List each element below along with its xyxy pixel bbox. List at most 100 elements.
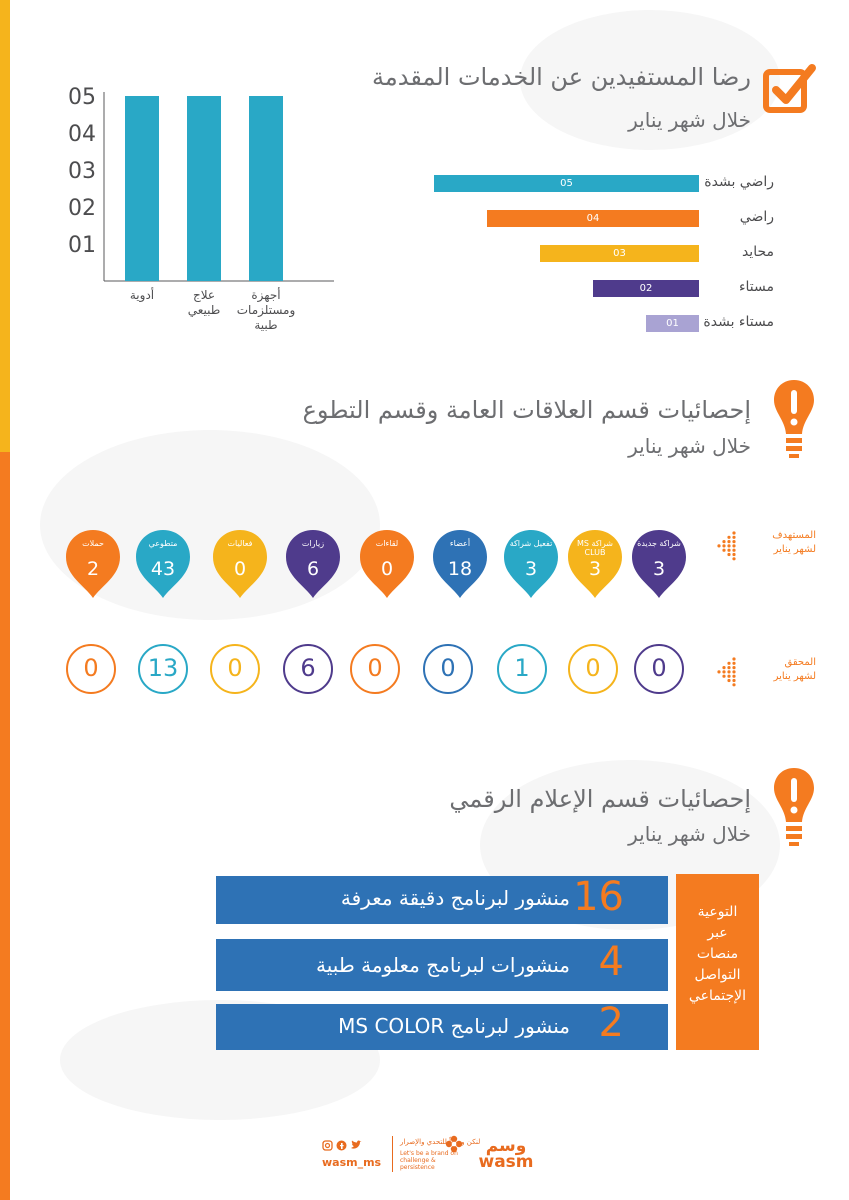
pin-label: شراكة MS CLUB [577, 539, 613, 557]
bar [125, 96, 159, 281]
target-pin: متطوعي 43 [134, 528, 192, 600]
pin-value: 18 [447, 558, 473, 580]
achieved-label-line2: لشهر يناير [773, 671, 816, 682]
facebook-icon[interactable] [336, 1140, 347, 1151]
exclamation-bulb-icon [774, 768, 814, 846]
bar [249, 96, 283, 281]
digital-item-3: 2 منشور لبرنامج MS COLOR [216, 1000, 668, 1050]
achieved-ring: 0 [568, 644, 618, 694]
pin-label: أعضاء [449, 539, 471, 548]
achieved-ring: 0 [210, 644, 260, 694]
arrow-dots-icon [717, 657, 736, 687]
category-label: مستاء [738, 279, 774, 295]
section2-subtitle: خلال شهر يناير [628, 434, 751, 458]
target-pin: زيارات 6 [284, 528, 342, 600]
y-tick-label: 02 [68, 196, 96, 221]
side-label-line: منصات [696, 946, 739, 962]
pin-value: 0 [380, 558, 394, 580]
social-icons [322, 1140, 362, 1151]
target-pin: تفعيل شراكة 3 [502, 528, 560, 600]
target-pin: حملات 2 [64, 528, 122, 600]
checkbox-check-icon [763, 64, 816, 113]
side-label-line: التواصل [694, 967, 741, 983]
side-label-line: الإجتماعي [688, 988, 747, 1004]
bar [187, 96, 221, 281]
achieved-ring: 0 [634, 644, 684, 694]
pin-value: 3 [652, 558, 666, 580]
pin-label: تفعيل شراكة [509, 539, 553, 548]
bar: 01 [646, 315, 699, 332]
digital-item-2: 4 منشورات لبرنامج معلومة طبية [216, 939, 668, 991]
target-pin: شراكة MS CLUB 3 [566, 528, 624, 600]
bar: 03 [540, 245, 699, 262]
pin-label: لقاءات [375, 539, 399, 548]
achieved-ring: 0 [423, 644, 473, 694]
achieved-row-label: المحقق لشهر يناير [774, 657, 816, 682]
achieved-ring: 0 [350, 644, 400, 694]
digital-item-number: 2 [598, 1000, 624, 1046]
pin-label: شراكة جديدة [637, 539, 681, 548]
target-pin: أعضاء 18 [431, 528, 489, 600]
y-tick-label: 03 [68, 159, 96, 184]
footer-tagline-ar: لنكن وسماً للتحدي والإصرار [400, 1138, 481, 1146]
footer-flower-icon [445, 1135, 463, 1153]
targets-label-line2: لشهر يناير [773, 544, 816, 555]
category-label: راضي بشدة [704, 174, 774, 190]
digital-item-text: منشورات لبرنامج معلومة طبية [316, 953, 570, 977]
achieved-ring: 1 [497, 644, 547, 694]
digital-item-number: 16 [573, 874, 624, 920]
achieved-ring: 0 [66, 644, 116, 694]
pin-value: 2 [86, 558, 100, 580]
footer-handle: wasm_ms [322, 1156, 382, 1169]
category-label: مستاء بشدة [703, 314, 774, 330]
vertical-bar-chart: 01 02 03 04 05 أدوية علاج طبيعي أجهزة ومستلزمات طب… [68, 85, 334, 332]
awareness-side-label: التوعية عبر منصات التواصل الإجتماعي [676, 874, 759, 1050]
category-label: راضي [739, 209, 774, 225]
pin-value: 6 [306, 558, 320, 580]
digital-item-1: 16 منشور لبرنامج دقيقة معرفة [216, 874, 668, 924]
pin-value: 0 [233, 558, 247, 580]
y-tick-label: 04 [68, 122, 96, 147]
pin-value: 43 [150, 558, 176, 580]
y-tick-label: 05 [68, 85, 96, 110]
achieved-ring: 13 [138, 644, 188, 694]
footer-logo: وسم wasm [478, 1136, 534, 1172]
bar: 05 [434, 175, 699, 192]
section1-title: رضا المستفيدين عن الخدمات المقدمة [372, 63, 751, 91]
x-tick-label: أدوية [130, 287, 154, 303]
pin-label: متطوعي [148, 539, 178, 548]
x-tick-label: أجهزة ومستلزمات طبية [237, 287, 296, 332]
pin-value: 3 [588, 558, 602, 580]
watermark-shape [520, 10, 780, 150]
side-label-line: عبر [707, 925, 728, 941]
digital-item-text: منشور لبرنامج MS COLOR [338, 1014, 570, 1038]
digital-item-text: منشور لبرنامج دقيقة معرفة [340, 886, 570, 910]
exclamation-bulb-icon [774, 380, 814, 458]
section2-title: إحصائيات قسم العلاقات العامة وقسم التطوع [302, 396, 751, 424]
achieved-ring: 6 [283, 644, 333, 694]
digital-item-number: 4 [598, 939, 624, 985]
bar: 04 [487, 210, 699, 227]
section3-title: إحصائيات قسم الإعلام الرقمي [449, 785, 751, 813]
target-pin: شراكة جديدة 3 [630, 528, 688, 600]
footer-divider [392, 1136, 393, 1172]
target-pin: فعاليات 0 [211, 528, 269, 600]
y-tick-label: 01 [68, 233, 96, 258]
achieved-label-line1: المحقق [784, 657, 816, 668]
bar: 02 [593, 280, 699, 297]
section1-subtitle: خلال شهر يناير [628, 108, 751, 132]
side-label-line: التوعية [697, 904, 738, 920]
pin-label: حملات [82, 539, 104, 548]
twitter-icon[interactable] [350, 1140, 362, 1151]
targets-row-label: المستهدف لشهر يناير [772, 530, 816, 555]
left-edge-orange [0, 452, 10, 1200]
x-tick-label: علاج طبيعي [188, 288, 221, 317]
footer-tagline-en: Let's be a brand on challenge & persiste… [400, 1150, 458, 1171]
left-edge-yellow [0, 0, 10, 452]
pin-label: زيارات [301, 539, 325, 548]
instagram-icon[interactable] [322, 1140, 333, 1151]
section3-subtitle: خلال شهر يناير [628, 822, 751, 846]
category-label: محايد [741, 244, 774, 260]
pin-value: 3 [524, 558, 538, 580]
pin-label: فعاليات [227, 539, 253, 548]
